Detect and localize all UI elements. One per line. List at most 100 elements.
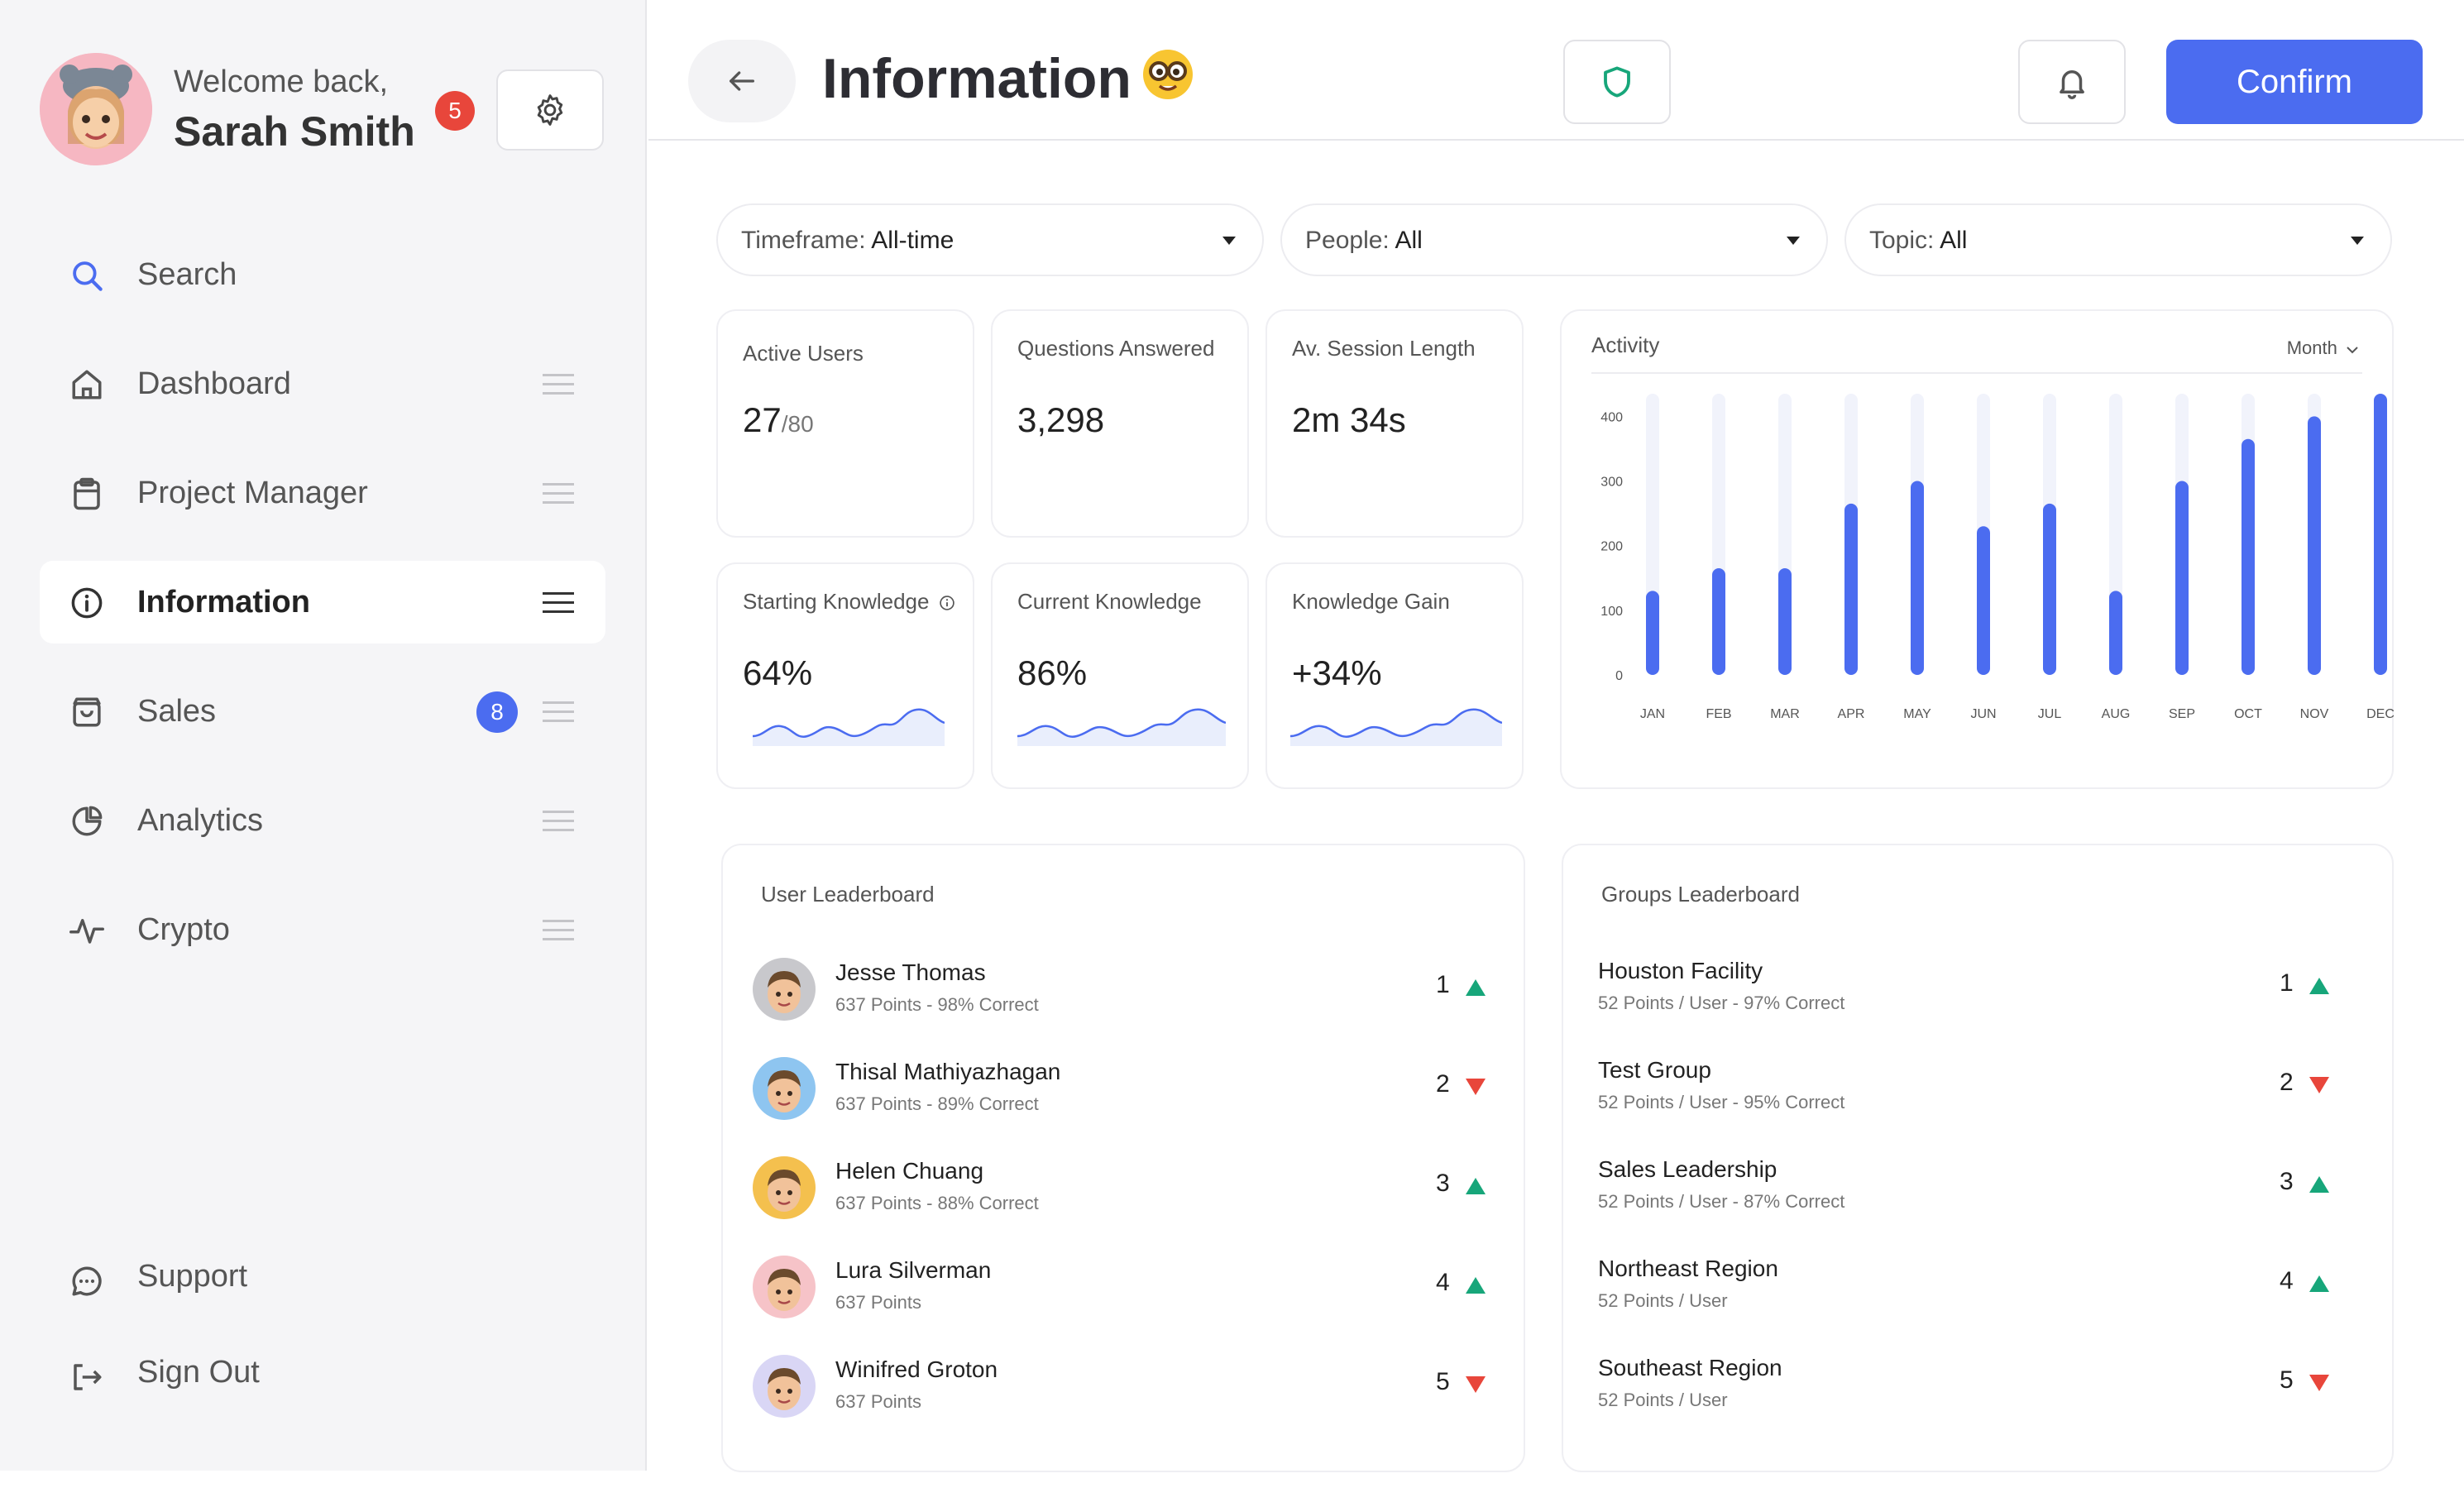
x-tick-label: FEB — [1706, 707, 1731, 721]
people-filter-label: People: All — [1305, 227, 1423, 255]
sidebar-item-dashboard[interactable]: Dashboard — [40, 342, 605, 425]
avatar[interactable] — [40, 53, 152, 165]
bar-aug[interactable] — [2109, 591, 2122, 675]
avatar — [753, 1355, 816, 1418]
security-button[interactable] — [1563, 40, 1671, 124]
filter-value: All — [1395, 227, 1423, 254]
arrow-left-icon — [730, 71, 754, 91]
bar-mar[interactable] — [1778, 568, 1792, 675]
stat-value: +34% — [1292, 653, 1382, 692]
leaderboard-row[interactable]: Test Group 52 Points / User - 95% Correct… — [1563, 1049, 2392, 1123]
sidebar-item-analytics[interactable]: Analytics — [40, 779, 605, 862]
menu-icon[interactable] — [543, 701, 574, 723]
sidebar: Welcome back, Sarah Smith 5 Search Dashb… — [0, 0, 647, 1471]
user-points: 637 Points - 89% Correct — [835, 1093, 1039, 1114]
timeframe-filter[interactable]: Timeframe: All-time — [716, 203, 1264, 276]
avatar — [753, 1156, 816, 1219]
stat-denominator: /80 — [781, 411, 814, 437]
leaderboard-row[interactable]: Northeast Region 52 Points / User 4 — [1563, 1247, 2392, 1322]
group-points: 52 Points / User - 95% Correct — [1598, 1092, 1845, 1112]
chart-range-dropdown[interactable]: Month — [2287, 337, 2359, 359]
menu-icon[interactable] — [543, 374, 574, 395]
stat-label: Active Users — [743, 341, 864, 366]
caret-down-icon — [1222, 237, 1236, 245]
starting-knowledge-card: Starting Knowledge 64% — [716, 562, 974, 789]
leaderboard-row[interactable]: Southeast Region 52 Points / User 5 — [1563, 1347, 2392, 1421]
rank-number: 4 — [2280, 1267, 2294, 1294]
sidebar-item-label: Sign Out — [137, 1354, 260, 1390]
confirm-button[interactable]: Confirm — [2166, 40, 2423, 124]
bar-jul[interactable] — [2043, 503, 2056, 675]
settings-button[interactable] — [496, 69, 604, 151]
trend-down-icon — [1466, 1079, 1486, 1095]
bar-apr[interactable] — [1844, 503, 1858, 675]
profile-section: Welcome back, Sarah Smith 5 — [40, 53, 619, 169]
bar-jan[interactable] — [1646, 591, 1659, 675]
bar-sep[interactable] — [2175, 481, 2189, 675]
back-button[interactable] — [688, 40, 796, 122]
sidebar-item-sales[interactable]: Sales 8 — [40, 670, 605, 753]
sales-count-badge: 8 — [476, 691, 518, 733]
bar-nov[interactable] — [2308, 416, 2321, 675]
sidebar-item-project-manager[interactable]: Project Manager — [40, 452, 605, 534]
leaderboard-row[interactable]: Thisal Mathiyazhagan 637 Points - 89% Cor… — [723, 1050, 1524, 1125]
shopping-bag-icon — [73, 697, 101, 727]
trend-up-icon — [2309, 978, 2329, 994]
memoji-avatar-icon — [768, 1269, 801, 1311]
stat-label: Av. Session Length — [1292, 336, 1476, 361]
sidebar-item-label: Search — [137, 256, 237, 292]
menu-icon[interactable] — [543, 592, 574, 614]
notification-badge[interactable]: 5 — [435, 91, 475, 131]
trend-down-icon — [2309, 1375, 2329, 1391]
y-tick-label: 300 — [1600, 476, 1623, 490]
sidebar-item-search[interactable]: Search — [40, 233, 605, 316]
leaderboard-row[interactable]: Lura Silverman 637 Points 4 — [723, 1249, 1524, 1323]
user-name: Sarah Smith — [174, 108, 415, 155]
avatar-memoji-icon — [40, 53, 152, 165]
sidebar-item-crypto[interactable]: Crypto — [40, 888, 605, 971]
menu-icon[interactable] — [543, 483, 574, 505]
bar-dec[interactable] — [2374, 394, 2387, 675]
activity-bar-chart: 0 100 200 300 400 JAN FEB MAR APR MAY JUN JUL AUG SEP… — [1600, 394, 2395, 721]
sidebar-item-label: Sales — [137, 693, 217, 729]
menu-icon[interactable] — [543, 920, 574, 941]
page-title: Information — [822, 47, 1132, 110]
leaderboard-row[interactable]: Sales Leadership 52 Points / User - 87% C… — [1563, 1148, 2392, 1222]
shield-icon — [1604, 66, 1630, 98]
notifications-button[interactable] — [2018, 40, 2126, 124]
info-icon[interactable] — [939, 595, 955, 611]
sign-out-icon — [74, 1364, 102, 1390]
people-filter[interactable]: People: All — [1280, 203, 1828, 276]
x-tick-label: DEC — [2366, 707, 2395, 721]
sparkline-chart — [753, 708, 945, 746]
user-name: Winifred Groton — [835, 1356, 998, 1382]
sidebar-item-support[interactable]: Support — [40, 1239, 605, 1313]
sidebar-item-sign-out[interactable]: Sign Out — [40, 1335, 605, 1409]
topic-filter[interactable]: Topic: All — [1844, 203, 2392, 276]
bar-jun[interactable] — [1977, 526, 1990, 675]
sidebar-item-information[interactable]: Information — [40, 561, 605, 643]
topic-filter-label: Topic: All — [1869, 227, 1967, 255]
avatar — [753, 1256, 816, 1318]
activity-icon — [69, 919, 104, 944]
leaderboard-row[interactable]: Winifred Groton 637 Points 5 — [723, 1348, 1524, 1423]
sidebar-item-label: Crypto — [137, 911, 230, 947]
leaderboard-row[interactable]: Jesse Thomas 637 Points - 98% Correct 1 — [723, 951, 1524, 1026]
avatar — [753, 1057, 816, 1120]
sidebar-nav: Search Dashboard Project Manager — [40, 233, 605, 997]
leaderboard-row[interactable]: Helen Chuang 637 Points - 88% Correct 3 — [723, 1150, 1524, 1224]
stat-label: Questions Answered — [1017, 336, 1215, 361]
stat-label: Knowledge Gain — [1292, 589, 1450, 614]
bar-oct[interactable] — [2242, 438, 2255, 675]
filter-label-text: Timeframe: — [741, 227, 866, 254]
group-points: 52 Points / User — [1598, 1290, 1728, 1311]
menu-icon[interactable] — [543, 811, 574, 832]
x-tick-label: MAR — [1770, 707, 1800, 721]
leaderboard-row[interactable]: Houston Facility 52 Points / User - 97% C… — [1563, 950, 2392, 1024]
stat-number: 27 — [743, 400, 782, 439]
bar-feb[interactable] — [1712, 568, 1725, 675]
x-tick-label: MAY — [1903, 707, 1931, 721]
sidebar-bottom-nav: Support Sign Out — [40, 1239, 605, 1431]
bar-may[interactable] — [1911, 481, 1924, 675]
sidebar-item-label: Dashboard — [137, 366, 291, 401]
